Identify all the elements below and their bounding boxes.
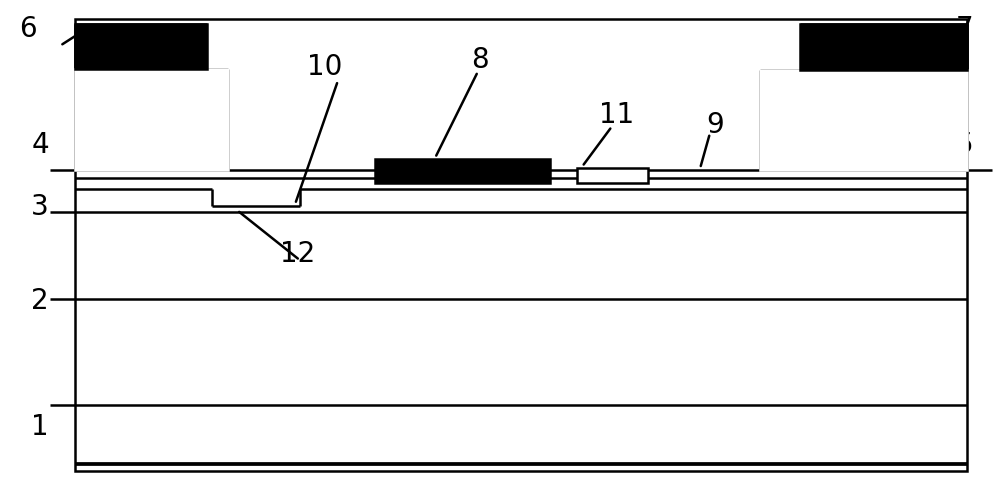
- Text: 9: 9: [706, 111, 724, 139]
- Text: 3: 3: [31, 193, 49, 221]
- Bar: [75, 69, 228, 170]
- Text: 6: 6: [19, 15, 37, 43]
- Text: 10: 10: [307, 54, 343, 81]
- Text: 5: 5: [956, 131, 974, 159]
- Bar: [75, 19, 967, 471]
- Text: 11: 11: [599, 101, 635, 129]
- Bar: [375, 159, 550, 183]
- Bar: [75, 24, 207, 69]
- Text: 2: 2: [31, 287, 49, 315]
- Bar: [577, 168, 648, 183]
- Text: 12: 12: [280, 241, 316, 268]
- Text: 8: 8: [471, 46, 489, 74]
- Text: 4: 4: [31, 131, 49, 159]
- Bar: [760, 70, 967, 170]
- Bar: [800, 24, 967, 70]
- Text: 1: 1: [31, 413, 49, 441]
- Text: 7: 7: [956, 15, 974, 43]
